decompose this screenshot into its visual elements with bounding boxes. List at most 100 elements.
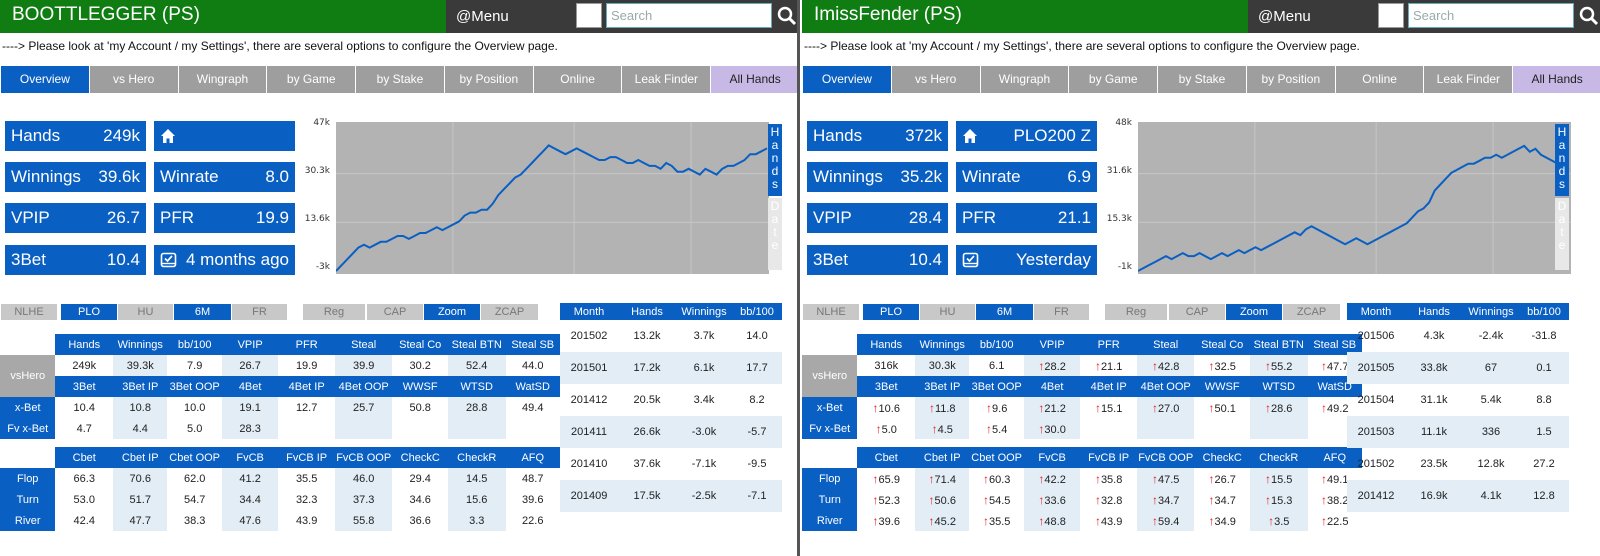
monthly-row[interactable]: 201501 17.2k 6.1k 17.7 (560, 352, 782, 384)
filter-plo[interactable]: PLO (61, 304, 117, 320)
filter-6m[interactable]: 6M (976, 304, 1033, 320)
stat-label: 3Bet (11, 250, 46, 269)
tab-leak-finder[interactable]: Leak Finder (622, 66, 712, 93)
search-icon[interactable] (776, 4, 798, 28)
tab-all-hands[interactable]: All Hands (1513, 66, 1600, 93)
stat-cell: 39.9 (334, 355, 393, 376)
monthly-column-header: Month (1347, 303, 1405, 320)
monthly-row[interactable]: 201412 16.9k 4.1k 12.8 (1347, 480, 1569, 512)
filter-cap[interactable]: CAP (1169, 304, 1225, 320)
up-arrow-icon: ↑ (928, 513, 935, 528)
tab-all-hands[interactable]: All Hands (711, 66, 797, 93)
tab-vs-hero[interactable]: vs Hero (891, 66, 981, 93)
row-label: Fv x-Bet (802, 418, 858, 439)
monthly-cell: 201502 (570, 330, 608, 342)
stat-cell: ↑38.2 (1308, 489, 1362, 510)
filter-zcap[interactable]: ZCAP (1283, 304, 1340, 320)
tab-bar: Overview vs Hero Wingraph by Game by Stake by… (1, 66, 797, 93)
stat-value: 53.0 (73, 493, 95, 506)
filter-zoom[interactable]: Zoom (424, 304, 480, 320)
stat-cell: 10.0 (167, 397, 221, 418)
filter-zcap[interactable]: ZCAP (481, 304, 538, 320)
filter-zoom[interactable]: Zoom (1226, 304, 1282, 320)
stat-cell: ↑27.0 (1136, 397, 1195, 418)
stat-cell: ↑35.8 (1080, 468, 1137, 489)
tab-vs-hero[interactable]: vs Hero (89, 66, 179, 93)
vtab-letter: a (771, 212, 779, 226)
stat-cell: ↑52.3 (857, 489, 915, 510)
search-input[interactable] (606, 3, 772, 28)
stat-value: 10.0 (183, 401, 206, 414)
monthly-row[interactable]: 201503 11.1k 336 1.5 (1347, 416, 1569, 448)
filter-hu[interactable]: HU (118, 304, 173, 320)
filter-fr[interactable]: FR (1034, 304, 1089, 320)
monthly-cell: 8.2 (749, 394, 765, 406)
tab-by-stake[interactable]: by Stake (356, 66, 445, 93)
search-icon[interactable] (1578, 4, 1600, 28)
filter-reg[interactable]: Reg (303, 304, 365, 320)
search-input[interactable] (1408, 3, 1574, 28)
stat-value: 54.5 (988, 494, 1011, 507)
monthly-row[interactable]: 201411 26.6k -3.0k -5.7 (560, 416, 782, 448)
monthly-row[interactable]: 201505 33.8k 67 0.1 (1347, 352, 1569, 384)
filter-fr[interactable]: FR (232, 304, 287, 320)
column-header: WTSD (1249, 376, 1308, 397)
up-arrow-icon: ↑ (1151, 513, 1158, 528)
stat-label: VPIP (813, 208, 852, 227)
monthly-cell: 13.2k (633, 330, 661, 342)
monthly-row[interactable]: 201410 37.6k -7.1k -9.5 (560, 448, 782, 480)
winnings-chart (336, 122, 769, 274)
menu-button[interactable]: @Menu (1258, 8, 1311, 25)
tab-wingraph[interactable]: Wingraph (178, 66, 268, 93)
tab-by-game[interactable]: by Game (267, 66, 357, 93)
monthly-cell: 26.6k (618, 416, 676, 448)
tab-online[interactable]: Online (1335, 66, 1425, 93)
filter-reg[interactable]: Reg (1105, 304, 1167, 320)
tab-overview[interactable]: Overview (803, 66, 892, 93)
filter-nlhe[interactable]: NLHE (803, 304, 859, 320)
stat-cell: ↑11.8 (915, 397, 970, 418)
scope-select[interactable]: All (576, 3, 602, 28)
tab-leak-finder[interactable]: Leak Finder (1424, 66, 1514, 93)
column-header: AFQ (1307, 447, 1362, 468)
chart-ytick: 15.3k (1106, 214, 1132, 224)
column-header: VPIP (221, 334, 279, 355)
filter-6m[interactable]: 6M (174, 304, 231, 320)
monthly-row[interactable]: 201412 20.5k 3.4k 8.2 (560, 384, 782, 416)
stat-stake[interactable] (154, 121, 295, 151)
monthly-row[interactable]: 201506 4.3k -2.4k -31.8 (1347, 320, 1569, 352)
stat-value: 49.1 (1327, 473, 1349, 486)
stat-cell: ↑50.6 (915, 489, 970, 510)
tab-by-position[interactable]: by Position (444, 66, 534, 93)
tab-by-stake[interactable]: by Stake (1158, 66, 1247, 93)
stat-stake[interactable]: PLO200 Z (956, 121, 1097, 151)
filter-plo[interactable]: PLO (863, 304, 919, 320)
tab-by-position[interactable]: by Position (1246, 66, 1336, 93)
column-header: Cbet OOP (167, 447, 222, 468)
monthly-cell: 20.5k (633, 394, 661, 406)
monthly-row[interactable]: 201409 17.5k -2.5k -7.1 (560, 480, 782, 512)
filter-nlhe[interactable]: NLHE (1, 304, 57, 320)
monthly-row[interactable]: 201502 13.2k 3.7k 14.0 (560, 320, 782, 352)
tab-by-game[interactable]: by Game (1069, 66, 1159, 93)
tab-overview[interactable]: Overview (1, 66, 90, 93)
tab-wingraph[interactable]: Wingraph (980, 66, 1070, 93)
chart-series-line (1138, 144, 1570, 272)
filter-hu[interactable]: HU (920, 304, 975, 320)
tab-online[interactable]: Online (533, 66, 623, 93)
monthly-row[interactable]: 201502 23.5k 12.8k 27.2 (1347, 448, 1569, 480)
menu-button[interactable]: @Menu (456, 8, 509, 25)
stats-header-row: Cbet Cbet IP Cbet OOP FvCB FvCB IP FvCB OOP Ch… (802, 447, 1362, 468)
scope-select[interactable]: All (1378, 3, 1404, 28)
monthly-row[interactable]: 201504 31.1k 5.4k 8.8 (1347, 384, 1569, 416)
stat-cell: 37.3 (334, 489, 393, 510)
stat-value: 71.4 (934, 473, 956, 486)
row-label-spacer (0, 334, 55, 355)
stat-cell: ↑65.9 (857, 468, 915, 489)
filter-cap[interactable]: CAP (367, 304, 423, 320)
stat-value: 14.5 (466, 472, 488, 485)
